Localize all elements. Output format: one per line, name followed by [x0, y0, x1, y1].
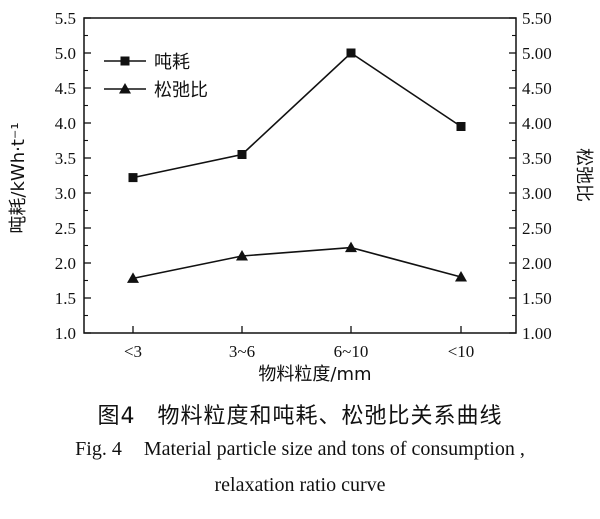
series-1-point: [237, 150, 247, 159]
left-tick-label: 5.5: [55, 9, 76, 28]
right-tick-label: 2.00: [522, 254, 552, 273]
series-1-point: [346, 48, 356, 58]
x-axis-ticks: <3 3~6 6~10 <10: [124, 326, 474, 361]
caption-en-label: Fig. 4: [75, 438, 122, 460]
left-tick-label: 2.5: [55, 219, 76, 238]
right-tick-label: 4.50: [522, 79, 552, 98]
x-tick-label: 6~10: [334, 342, 369, 361]
series-1-point: [128, 173, 138, 183]
right-tick-label: 3.00: [522, 184, 552, 203]
caption-en-text1: Material particle size and tons of consu…: [143, 438, 525, 460]
x-tick-label: <3: [124, 342, 142, 361]
series-2-point: [455, 271, 467, 282]
plot-border: [83, 17, 517, 334]
left-y-axis-label: 吨耗/kWh·t⁻¹: [8, 122, 29, 233]
left-tick-label: 1.0: [55, 324, 76, 343]
left-tick-label: 4.0: [55, 114, 76, 133]
series-2-point: [127, 272, 139, 283]
right-tick-label: 4.00: [522, 114, 552, 133]
left-tick-label: 4.5: [55, 79, 76, 98]
left-tick-label: 3.0: [55, 184, 76, 203]
right-tick-label: 5.50: [522, 9, 552, 28]
right-axis-ticks: 1.00 1.50 2.00 2.50 3.00 3.50 4.00 4.50 5.00 5.50: [509, 9, 552, 343]
right-tick-label: 1.00: [522, 324, 552, 343]
right-tick-label: 3.50: [522, 149, 552, 168]
caption-chinese: 图4 物料粒度和吨耗、松弛比关系曲线: [0, 398, 600, 430]
caption-cn-label: 图4: [97, 404, 136, 429]
series-1-point: [456, 122, 466, 131]
legend-marker: [119, 83, 131, 94]
x-axis-label: 物料粒度/mm: [258, 364, 371, 385]
left-tick-label: 3.5: [55, 149, 76, 168]
legend-marker: [120, 56, 130, 66]
series-2-point: [345, 241, 357, 253]
left-tick-label: 1.5: [55, 289, 76, 308]
line-chart: 1.0 1.5 2.0 2.5 3.0 3.5 4.0 4.5 5.0 5.5 1.00 1.50 2…: [8, 9, 594, 385]
caption-english-line1: Fig. 4 Material particle size and tons of…: [0, 438, 600, 461]
series-line-1: [132, 51, 462, 179]
series-2-point: [236, 250, 248, 261]
left-tick-label: 5.0: [55, 44, 76, 63]
left-axis-ticks: 1.0 1.5 2.0 2.5 3.0 3.5 4.0 4.5 5.0 5.5: [55, 9, 91, 343]
right-tick-label: 2.50: [522, 219, 552, 238]
caption-english-line2: relaxation ratio curve: [0, 474, 600, 497]
right-tick-label: 5.00: [522, 44, 552, 63]
legend-label: 吨耗: [154, 52, 190, 73]
series-line-2: [132, 246, 462, 280]
right-tick-label: 1.50: [522, 289, 552, 308]
x-tick-label: 3~6: [229, 342, 255, 361]
right-y-axis-label: 松弛比: [573, 148, 594, 202]
legend-label: 松弛比: [154, 80, 208, 101]
caption-cn-text: 物料粒度和吨耗、松弛比关系曲线: [157, 404, 503, 429]
caption-en-text2: relaxation ratio curve: [214, 474, 386, 496]
left-tick-label: 2.0: [55, 254, 76, 273]
series-layer: [127, 48, 467, 283]
plot-frame: [83, 17, 517, 334]
x-tick-label: <10: [448, 342, 475, 361]
